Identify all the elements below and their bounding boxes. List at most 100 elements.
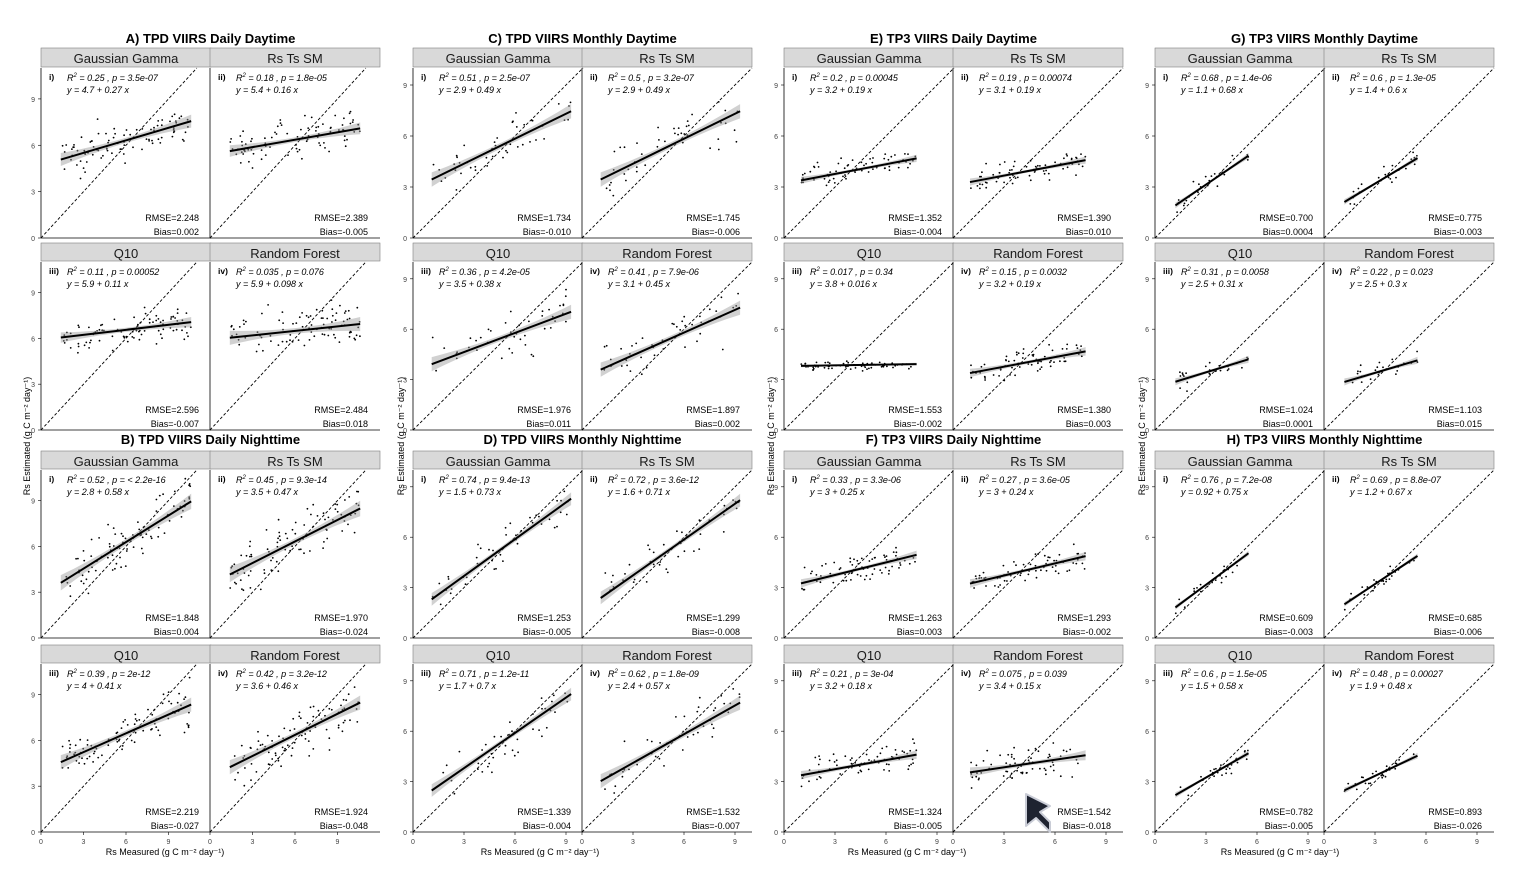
rmse-label: RMSE=1.976 (517, 405, 571, 415)
data-point (908, 764, 911, 767)
rmse-label: RMSE=0.700 (1259, 213, 1313, 223)
data-point (260, 149, 263, 152)
data-point (1040, 360, 1043, 363)
regression-equation: y = 2.8 + 0.58 x (66, 487, 130, 497)
data-point (278, 319, 281, 322)
data-point (341, 124, 344, 126)
data-point (697, 731, 699, 734)
data-point (623, 768, 626, 771)
data-point (299, 717, 302, 720)
data-point (970, 761, 972, 764)
facet-strip-label: Gaussian Gamma (817, 454, 923, 469)
data-point (62, 340, 65, 342)
data-point (274, 752, 277, 755)
data-point (481, 771, 484, 773)
data-point (842, 362, 845, 365)
data-point (554, 320, 556, 322)
data-point (132, 146, 134, 149)
data-point (270, 569, 273, 571)
y-tick-label: 6 (403, 134, 407, 141)
data-point (280, 765, 282, 768)
data-point (833, 761, 836, 763)
panel-roman-label: ii) (1332, 72, 1340, 82)
data-point (871, 161, 874, 164)
data-point (809, 170, 812, 173)
bias-label: Bias=0.0004 (1263, 227, 1313, 237)
data-point (568, 105, 570, 107)
bias-label: Bias=0.0001 (1263, 419, 1313, 429)
data-point (263, 569, 266, 571)
data-point (1206, 184, 1209, 187)
data-point (115, 562, 118, 565)
data-point (244, 143, 247, 146)
panel-roman-label: iii) (1163, 266, 1173, 276)
data-point (474, 165, 477, 168)
data-point (1045, 562, 1047, 565)
one-to-one-line (40, 469, 198, 639)
data-point (614, 785, 617, 788)
data-point (1236, 761, 1239, 764)
regression-line (431, 497, 572, 601)
data-point (266, 548, 269, 551)
data-point (120, 566, 122, 569)
data-point (66, 755, 69, 758)
data-point (492, 756, 495, 759)
data-point (153, 126, 155, 129)
data-point (180, 516, 183, 518)
data-point (111, 335, 114, 338)
data-point (278, 531, 281, 534)
data-point (1035, 569, 1037, 572)
data-point (93, 752, 95, 755)
data-point (605, 187, 608, 190)
data-point (286, 537, 289, 540)
data-point (268, 550, 270, 553)
data-point (162, 493, 165, 496)
data-point (732, 499, 734, 501)
data-point (857, 563, 860, 565)
y-tick-label: 6 (1145, 327, 1149, 334)
data-point (999, 163, 1001, 166)
regression-line (800, 753, 917, 777)
r2-p-values: = 0.76 , p = 7.2e-08 (1191, 475, 1272, 485)
data-point (133, 337, 135, 339)
data-point (562, 303, 565, 306)
data-point (504, 526, 507, 529)
facet-strip-label: Q10 (1228, 648, 1253, 663)
data-point (804, 362, 807, 365)
data-point (543, 327, 546, 330)
data-point (683, 715, 686, 718)
data-point (835, 170, 837, 173)
data-point (883, 769, 885, 771)
x-axis-title: Rs Measured (g C m⁻² day⁻¹) (1221, 847, 1340, 857)
data-point (347, 523, 349, 526)
data-point (487, 328, 490, 331)
data-point (1391, 181, 1393, 184)
facet-strip-label: Gaussian Gamma (74, 454, 180, 469)
data-point (124, 565, 127, 567)
data-point (1059, 360, 1061, 363)
data-point (301, 157, 303, 160)
data-point (549, 327, 552, 329)
data-point (298, 715, 301, 718)
data-point (282, 322, 284, 324)
data-point (845, 177, 847, 180)
data-point (832, 581, 835, 584)
data-point (343, 312, 346, 314)
data-point (1231, 571, 1234, 574)
bias-label: Bias=0.002 (695, 419, 740, 429)
data-point (1382, 774, 1385, 777)
data-point (125, 335, 128, 338)
data-point (458, 162, 461, 164)
regression-equation: y = 2.9 + 0.49 x (438, 85, 502, 95)
data-point (641, 337, 644, 339)
regression-equation: y = 4.7 + 0.27 x (66, 85, 130, 95)
one-to-one-line (209, 469, 367, 639)
data-point (249, 540, 252, 543)
data-point (1228, 767, 1231, 770)
facet-strip (581, 644, 753, 664)
data-point (994, 585, 996, 587)
data-point (243, 149, 246, 152)
data-point (1052, 764, 1055, 766)
